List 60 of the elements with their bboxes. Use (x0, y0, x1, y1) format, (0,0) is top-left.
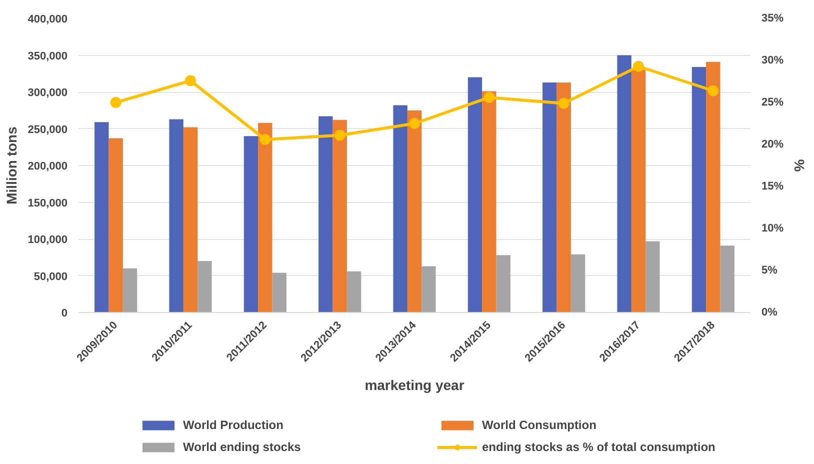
y-tick-label: 200,000 (28, 160, 68, 172)
bar (646, 241, 660, 312)
point (708, 85, 719, 96)
y-tick-label: 100,000 (28, 234, 68, 246)
y2-tick-label: 10% (762, 222, 784, 234)
bar (468, 77, 482, 312)
bar (318, 116, 333, 312)
bar (631, 70, 646, 312)
bar (496, 255, 510, 312)
bar (556, 82, 571, 312)
bar (570, 254, 586, 312)
y-tick-label: 250,000 (28, 124, 68, 136)
y-tick-label: 0 (61, 308, 68, 320)
point (633, 60, 644, 72)
y2-tick-label: 0% (762, 306, 778, 318)
bar (720, 246, 734, 312)
y-tick-label: 300,000 (28, 87, 68, 99)
y2-tick-label: 5% (762, 264, 778, 276)
bar (183, 127, 198, 312)
y-tick-label: 350,000 (28, 50, 68, 62)
y2-tick-label: 30% (762, 54, 784, 66)
y2-tick-label: 25% (762, 96, 784, 108)
bar (706, 62, 720, 312)
bar (482, 91, 496, 312)
y2-tick-label: 20% (762, 138, 784, 150)
point (334, 130, 346, 141)
bar (407, 110, 422, 312)
bar (346, 271, 362, 312)
point (409, 118, 420, 129)
legend-label: World ending stocks (183, 440, 302, 454)
bar (94, 122, 109, 312)
y-tick-label: 150,000 (28, 197, 68, 210)
bar (244, 136, 258, 312)
bar (272, 272, 286, 312)
y2-tick-label: 15% (762, 180, 784, 192)
y2-tick-label: 35% (762, 12, 784, 24)
bar (542, 82, 557, 312)
bar (617, 55, 632, 312)
bar (692, 67, 706, 312)
bar (258, 122, 272, 312)
y-axis-title: Million tons (4, 126, 20, 204)
y-tick-label: 50,000 (34, 270, 68, 283)
bar (422, 266, 436, 312)
bar (108, 138, 123, 312)
point (110, 97, 122, 108)
y-tick-label: 400,000 (28, 14, 68, 26)
point (484, 92, 495, 103)
bar (393, 105, 408, 312)
legend-label: World Consumption (482, 418, 598, 432)
point (260, 134, 271, 145)
legend-label: World Production (183, 418, 284, 432)
bar (169, 119, 184, 312)
bar (122, 268, 138, 312)
bar (198, 261, 212, 312)
y2-axis-title: % (792, 159, 808, 172)
point (558, 98, 570, 109)
point (185, 75, 196, 86)
x-axis-title: marketing year (364, 376, 465, 393)
legend-label: ending stocks as % of total consumption (482, 440, 716, 454)
bar (332, 120, 347, 312)
